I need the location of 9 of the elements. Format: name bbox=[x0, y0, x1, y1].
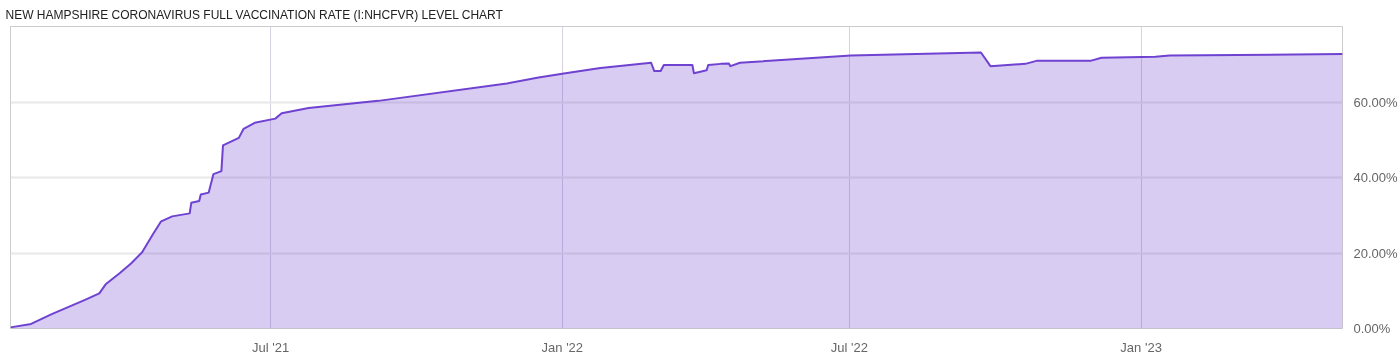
x-tick-label: Jan '22 bbox=[541, 339, 584, 355]
x-tick-label: Jul '21 bbox=[251, 339, 290, 355]
y-tick-label: 20.00% bbox=[1353, 245, 1399, 261]
x-tick-label: Jul '22 bbox=[830, 339, 868, 355]
y-tick-label: 0.00% bbox=[1353, 321, 1391, 336]
y-tick-label: 40.00% bbox=[1353, 170, 1399, 185]
x-tick-label: Jan '23 bbox=[1120, 339, 1162, 355]
chart-title: NEW HAMPSHIRE CORONAVIRUS FULL VACCINATION RATE (I:NHCFVR) LEVEL CHART bbox=[5, 7, 504, 22]
y-tick-label: 60.00% bbox=[1353, 94, 1399, 110]
